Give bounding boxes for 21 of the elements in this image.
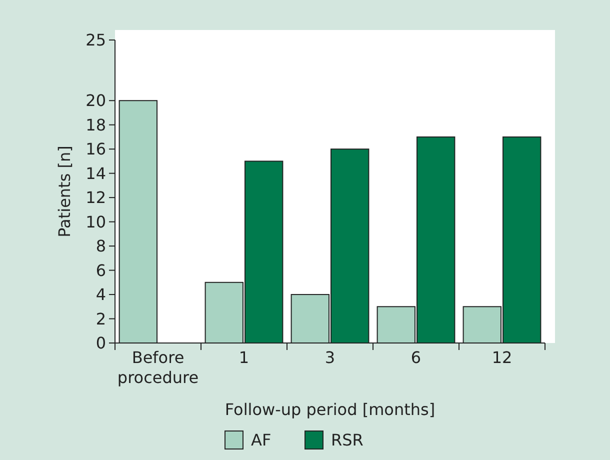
y-tick-label: 2: [96, 309, 106, 328]
y-tick-label: 18: [86, 115, 106, 134]
y-tick-label: 25: [86, 30, 106, 50]
legend-label: RSR: [331, 430, 364, 450]
x-tick-label: 12: [492, 348, 512, 367]
y-tick-label: 20: [86, 91, 106, 110]
legend-label: AF: [251, 430, 272, 450]
x-axis-title: Follow-up period [months]: [224, 400, 436, 419]
y-tick-label: 4: [96, 285, 106, 304]
y-tick-label: 8: [96, 236, 106, 256]
y-tick-label: 10: [86, 212, 106, 232]
x-tick-label: 6: [410, 348, 422, 367]
x-tick-label: Before procedure: [117, 348, 199, 387]
y-tick-label: 12: [86, 188, 106, 208]
x-tick-label: 1: [238, 348, 250, 367]
y-tick-label: 14: [86, 164, 106, 183]
y-tick-label: 16: [86, 140, 106, 159]
y-axis-title: Patients [n]: [55, 146, 74, 238]
x-tick-label: 3: [324, 348, 336, 367]
y-tick-label: 6: [96, 260, 106, 280]
y-tick-label: 0: [96, 334, 106, 353]
